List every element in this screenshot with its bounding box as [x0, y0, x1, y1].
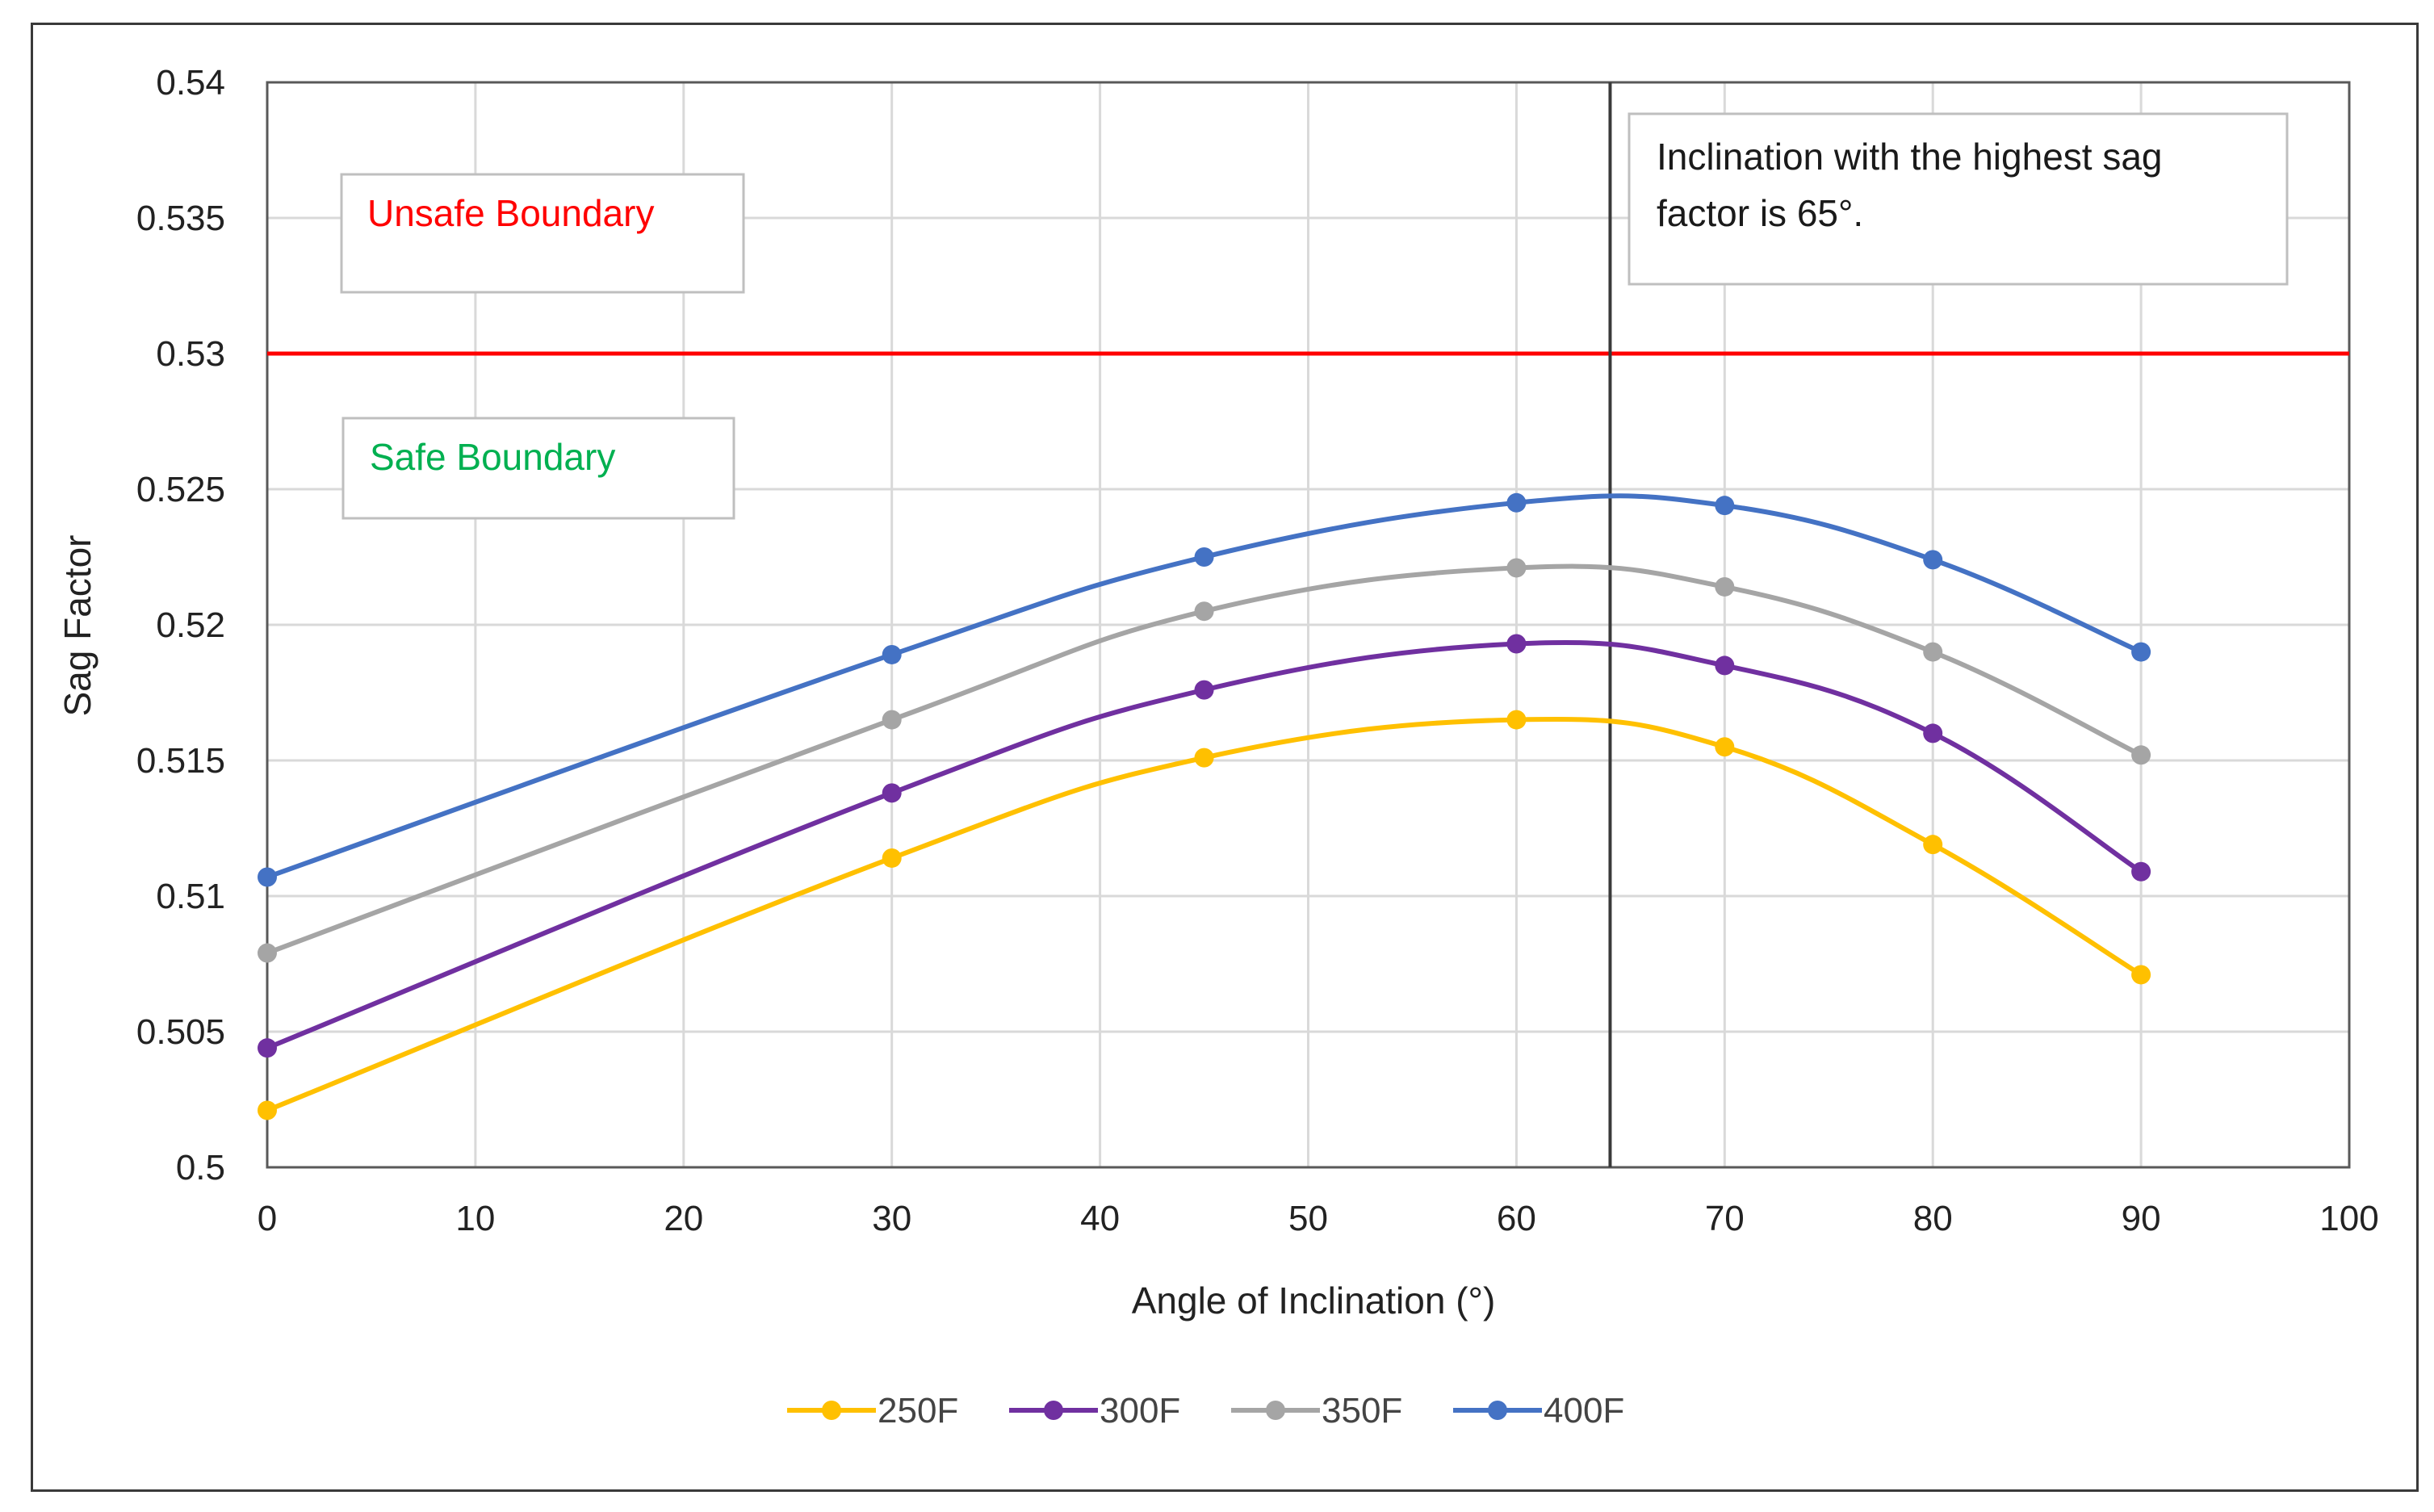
x-tick-label-6: 60 [1497, 1199, 1536, 1238]
legend-item-350F: 350F [1231, 1391, 1402, 1430]
point-400F-45 [1194, 547, 1214, 567]
y-tick-label-1: 0.505 [136, 1012, 225, 1052]
series-250F [258, 710, 2151, 1120]
point-300F-60 [1506, 634, 1527, 654]
y-axis-title: Sag Factor [57, 535, 98, 717]
legend-swatch-marker-400F [1488, 1401, 1507, 1420]
legend-item-300F: 300F [1009, 1391, 1180, 1430]
legend-label-300F: 300F [1100, 1391, 1180, 1430]
point-400F-80 [1923, 550, 1943, 570]
legend-swatch-marker-250F [822, 1401, 841, 1420]
x-tick-label-7: 70 [1705, 1199, 1745, 1238]
tick-labels: 0 10 20 30 40 50 60 70 80 90 100 0.5 0.505 0.51 0.515 0… [136, 63, 2379, 1238]
y-tick-label-0: 0.5 [176, 1148, 225, 1187]
series-line-400F [266, 493, 2143, 880]
point-350F-70 [1715, 576, 1735, 597]
plot-area-border [266, 81, 2351, 1169]
x-tick-label-9: 90 [2122, 1199, 2161, 1238]
x-tick-label-3: 30 [872, 1199, 911, 1238]
reference-lines [267, 82, 2349, 1167]
x-tick-label-5: 50 [1288, 1199, 1328, 1238]
point-250F-90 [2131, 965, 2151, 985]
point-300F-70 [1715, 655, 1735, 676]
safe-boundary-box [341, 417, 735, 520]
unsafe-boundary-label: Unsafe Boundary [367, 192, 654, 234]
highest-sag-annotation-line1: Inclination with the highest sag [1657, 136, 2163, 178]
point-400F-60 [1506, 492, 1527, 513]
point-400F-30 [882, 644, 902, 664]
point-250F-70 [1715, 737, 1735, 757]
legend-swatch-marker-300F [1044, 1401, 1063, 1420]
point-400F-0 [258, 867, 277, 887]
legend-item-400F: 400F [1453, 1391, 1624, 1430]
point-300F-0 [258, 1038, 277, 1058]
y-tick-label-2: 0.51 [156, 877, 225, 916]
axes [266, 81, 2351, 1169]
series-line-300F [266, 639, 2143, 1050]
series-line-350F [266, 563, 2143, 956]
y-tick-label-7: 0.535 [136, 199, 225, 238]
x-tick-label-8: 80 [1913, 1199, 1953, 1238]
point-250F-80 [1923, 835, 1943, 855]
x-axis-title: Angle of Inclination (°) [1132, 1280, 1496, 1321]
series-300F [258, 634, 2151, 1058]
point-300F-90 [2131, 861, 2151, 882]
legend-label-350F: 350F [1322, 1391, 1402, 1430]
point-300F-45 [1194, 680, 1214, 700]
highest-sag-annotation-line2: factor is 65°. [1657, 192, 1863, 234]
point-300F-30 [882, 783, 902, 803]
point-250F-60 [1506, 710, 1527, 730]
unsafe-boundary-box [340, 173, 745, 294]
series-350F [258, 558, 2151, 963]
chart-frame [31, 23, 2419, 1492]
x-tick-label-0: 0 [258, 1199, 277, 1238]
point-350F-60 [1506, 558, 1527, 578]
x-tick-label-10: 100 [2319, 1199, 2378, 1238]
point-250F-30 [882, 848, 902, 868]
safe-boundary-label: Safe Boundary [370, 436, 615, 478]
point-400F-70 [1715, 496, 1735, 516]
data-series [258, 492, 2151, 1120]
legend: 250F 300F 350F 400F [787, 1391, 1624, 1430]
point-350F-0 [258, 943, 277, 963]
y-tick-label-3: 0.515 [136, 741, 225, 781]
legend-item-250F: 250F [787, 1391, 958, 1430]
highest-sag-box [1628, 112, 2289, 286]
point-250F-0 [258, 1100, 277, 1120]
legend-swatch-marker-350F [1266, 1401, 1285, 1420]
legend-label-400F: 400F [1544, 1391, 1624, 1430]
y-tick-label-6: 0.53 [156, 334, 225, 374]
point-350F-45 [1194, 601, 1214, 622]
point-400F-90 [2131, 642, 2151, 662]
x-tick-label-4: 40 [1080, 1199, 1120, 1238]
x-tick-label-2: 20 [664, 1199, 703, 1238]
point-250F-45 [1194, 748, 1214, 768]
legend-label-250F: 250F [878, 1391, 958, 1430]
point-350F-90 [2131, 745, 2151, 765]
point-350F-80 [1923, 642, 1943, 662]
series-400F [258, 492, 2151, 887]
y-tick-label-4: 0.52 [156, 605, 225, 645]
series-line-250F [266, 717, 2143, 1113]
point-350F-30 [882, 710, 902, 730]
y-tick-label-5: 0.525 [136, 470, 225, 509]
y-tick-label-8: 0.54 [156, 63, 225, 103]
x-tick-label-1: 10 [455, 1199, 495, 1238]
point-300F-80 [1923, 723, 1943, 743]
